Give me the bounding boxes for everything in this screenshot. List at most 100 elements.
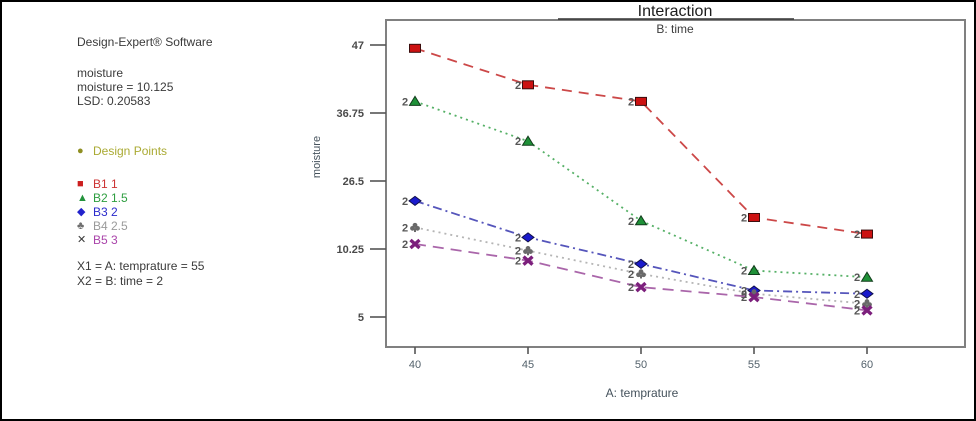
data-point-square <box>861 229 873 239</box>
data-point-triangle <box>860 271 874 282</box>
point-count-label: 2 <box>628 269 634 281</box>
data-point-square <box>635 96 647 106</box>
point-count-label: 2 <box>402 239 408 251</box>
data-point-diamond <box>634 258 648 270</box>
triangle-marker-icon: ▲ <box>77 192 88 204</box>
diamond-marker-icon: ◆ <box>77 206 86 218</box>
data-point-triangle <box>521 135 535 146</box>
factor-settings: X1 = A: temprature = 55 X2 = B: time = 2 <box>77 259 204 289</box>
point-count-label: 2 <box>402 196 408 208</box>
response-value: moisture = 10.125 <box>77 80 174 94</box>
data-point-diamond <box>408 195 422 207</box>
data-point-club <box>641 272 646 278</box>
legend-label: B4 2.5 <box>93 219 128 233</box>
data-point-triangle <box>747 264 761 276</box>
data-point-diamond <box>860 288 874 299</box>
point-count-label: 2 <box>515 80 521 92</box>
x-tick-label: 40 <box>409 359 421 371</box>
point-count-label: 2 <box>741 289 747 301</box>
design-points-label: Design Points <box>93 144 168 158</box>
data-point-x <box>635 281 647 293</box>
legend-item-b2: ▲ B2 1.5 <box>77 191 128 205</box>
response-name: moisture <box>77 66 124 80</box>
legend-item-b5: ✕ B5 3 <box>77 233 128 247</box>
data-point-diamond <box>521 232 535 243</box>
legend-label: B2 1.5 <box>93 191 128 205</box>
data-point-triangle <box>634 214 648 226</box>
x-tick-label: 50 <box>635 359 647 371</box>
y-tick-label: 36.75 <box>336 108 364 120</box>
point-count-label: 2 <box>628 259 634 271</box>
point-count-label: 2 <box>741 285 747 297</box>
point-count-label: 2 <box>741 212 747 224</box>
plot-frame <box>385 19 966 348</box>
square-marker-icon: ■ <box>77 178 84 190</box>
y-tick-label: 5 <box>358 312 364 324</box>
y-tick-label: 10.25 <box>336 244 364 256</box>
point-count-label: 2 <box>628 96 634 108</box>
data-point-club <box>414 228 416 233</box>
series-line <box>414 200 868 295</box>
point-count-label: 2 <box>741 292 747 304</box>
legend-item-b3: ◆ B3 2 <box>77 205 128 219</box>
y-axis-label: moisture <box>311 136 323 178</box>
point-count-label: 2 <box>854 299 860 311</box>
point-count-label: 2 <box>628 216 634 228</box>
legend-item-b1: ■ B1 1 <box>77 177 128 191</box>
data-point-x <box>409 238 421 250</box>
legend-item-b4: ♣ B4 2.5 <box>77 219 128 233</box>
data-point-x <box>748 291 760 303</box>
design-points-legend: ● Design Points <box>77 144 167 158</box>
point-count-label: 2 <box>741 266 747 278</box>
data-point-square <box>522 80 534 90</box>
response-info: moisture moisture = 10.125 LSD: 0.20583 <box>77 66 173 108</box>
chart-title: Interaction <box>638 3 713 20</box>
x-axis-label: A: temprature <box>606 386 679 400</box>
point-count-label: 2 <box>402 96 408 108</box>
x-marker-icon: ✕ <box>77 234 87 246</box>
y-tick-label: 26.5 <box>343 176 364 188</box>
series-line <box>414 100 868 279</box>
x-tick-label: 45 <box>522 359 534 371</box>
series-line <box>414 47 868 235</box>
point-count-label: 2 <box>854 305 860 317</box>
lsd-value: LSD: 0.20583 <box>77 94 151 108</box>
x-tick-label: 55 <box>748 359 760 371</box>
design-point-icon: ● <box>77 145 84 157</box>
chart-subtitle: B: time <box>656 22 694 36</box>
data-point-x <box>522 255 534 266</box>
point-count-label: 2 <box>402 222 408 234</box>
series-legend: ■ B1 1 ▲ B2 1.5 ◆ B3 2 ♣ B4 2.5 ✕ B5 3 <box>77 177 128 247</box>
app-title: Design-Expert® Software <box>77 35 213 49</box>
data-point-club <box>528 249 533 254</box>
legend-label: B1 1 <box>93 177 118 191</box>
point-count-label: 2 <box>854 229 860 241</box>
data-point-club <box>523 249 528 254</box>
point-count-label: 2 <box>854 289 860 301</box>
series-line <box>414 243 868 312</box>
data-point-club <box>410 225 415 231</box>
club-marker-icon: ♣ <box>77 220 85 232</box>
legend-label: B5 3 <box>93 233 118 247</box>
point-count-label: 2 <box>515 256 521 268</box>
data-point-club <box>415 225 420 231</box>
data-point-club <box>527 251 529 256</box>
point-count-label: 2 <box>628 282 634 294</box>
y-tick-label: 47 <box>352 40 364 52</box>
data-point-club <box>640 274 642 279</box>
data-point-x <box>861 305 873 316</box>
x1-setting: X1 = A: temprature = 55 <box>77 259 205 273</box>
point-count-label: 2 <box>515 232 521 244</box>
data-point-square <box>409 43 421 53</box>
point-count-label: 2 <box>854 272 860 284</box>
data-point-triangle <box>408 95 422 106</box>
data-point-club <box>636 272 641 278</box>
x-tick-label: 60 <box>861 359 873 371</box>
legend-label: B3 2 <box>93 205 118 219</box>
point-count-label: 2 <box>515 246 521 258</box>
x2-setting: X2 = B: time = 2 <box>77 274 164 288</box>
data-point-square <box>748 212 760 222</box>
point-count-label: 2 <box>515 136 521 148</box>
